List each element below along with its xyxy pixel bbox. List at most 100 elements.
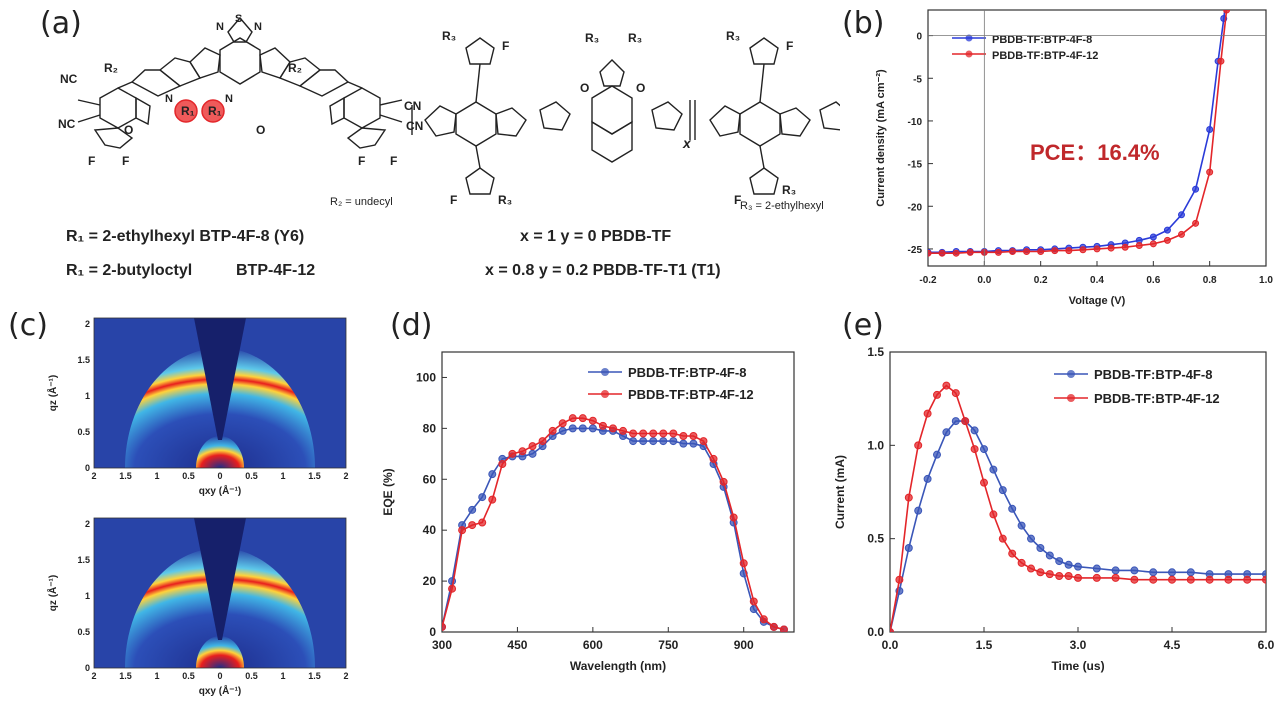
data-point <box>528 442 537 451</box>
x-tick-label: 1.5 <box>976 638 993 652</box>
data-point <box>1064 560 1073 569</box>
data-point <box>1163 226 1171 234</box>
y-axis-label: EQE (%) <box>381 468 395 515</box>
y-tick-label: -20 <box>908 202 923 213</box>
data-point <box>1149 568 1158 577</box>
y-tick-label: 1.5 <box>867 345 884 359</box>
data-point <box>518 447 527 456</box>
data-point <box>1051 247 1059 255</box>
data-point <box>639 437 648 446</box>
r3-atom-label: R₃ <box>782 183 796 197</box>
x-tick-label: 2 <box>343 471 348 481</box>
data-point <box>1111 566 1120 575</box>
data-point <box>904 544 913 552</box>
data-point <box>1149 575 1158 584</box>
data-point <box>1065 247 1073 255</box>
r3-atom-label: R₃ <box>628 31 642 45</box>
legend-marker <box>601 368 609 376</box>
x-axis-label: Voltage (V) <box>1069 295 1126 307</box>
pbdb-definition: x = 1 y = 0 PBDB-TF <box>520 228 672 245</box>
legend-marker <box>965 34 973 42</box>
x-axis-label: qxy (Å⁻¹) <box>199 684 242 697</box>
x-tick-label: 0 <box>217 671 222 681</box>
data-point <box>538 437 547 446</box>
legend-marker <box>1067 370 1075 378</box>
data-point <box>629 437 638 446</box>
x-tick-label: -0.2 <box>919 275 937 286</box>
data-point <box>548 426 557 435</box>
data-point <box>709 454 718 463</box>
y-tick-label: 1.5 <box>77 555 90 565</box>
data-point <box>923 474 932 483</box>
data-point <box>508 449 517 458</box>
x-tick-label: 0.2 <box>1034 275 1048 286</box>
x-tick-label: 600 <box>583 638 603 652</box>
data-point <box>1092 573 1101 582</box>
btp12-definition-right: BTP-4F-12 <box>236 262 316 279</box>
x-tick-label: 1.5 <box>119 671 132 681</box>
data-point <box>578 424 587 433</box>
data-point <box>1092 564 1101 573</box>
data-point <box>1074 562 1082 571</box>
data-point <box>629 429 638 438</box>
x-tick-label: 450 <box>507 638 527 652</box>
data-point <box>1027 534 1035 543</box>
r3-definition: R₃ = 2-ethylhexyl <box>740 200 824 212</box>
data-point <box>1017 521 1026 530</box>
x-tick-label: 0 <box>217 471 222 481</box>
x-tick-label: 1 <box>280 671 285 681</box>
missing-wedge <box>194 518 246 640</box>
fluorine-atom-label: F <box>122 154 129 168</box>
data-point <box>729 513 738 522</box>
r3-atom-label: R₃ <box>585 31 599 45</box>
data-point <box>980 478 988 487</box>
y-tick-label: 1.0 <box>867 438 884 452</box>
data-point <box>1023 247 1031 255</box>
data-point <box>689 439 698 448</box>
data-point <box>769 622 778 631</box>
data-point <box>1224 575 1233 584</box>
data-point <box>1074 573 1082 582</box>
transient-current-chart: 0.0 1.5 3.0 4.5 6.0 0.0 0.5 1.0 1.5 Time (us) Curr… <box>833 345 1275 673</box>
r3-atom-label: R₃ <box>442 29 456 43</box>
nitrogen-atom-label: N <box>216 21 224 33</box>
r3-atom-label: R₃ <box>726 29 740 43</box>
oxygen-atom-label: O <box>580 81 589 95</box>
nitrogen-atom-label: N <box>165 93 173 105</box>
y-tick-label: 0.5 <box>77 427 90 437</box>
data-point <box>1178 230 1185 238</box>
data-point <box>719 477 728 486</box>
r2-atom-label: R₂ <box>104 61 118 75</box>
data-point <box>961 417 970 426</box>
data-point <box>608 424 617 433</box>
data-point <box>1168 575 1176 584</box>
data-point <box>1093 245 1101 253</box>
data-point <box>989 510 998 519</box>
x-tick-label: 6.0 <box>1258 638 1275 652</box>
plot-frame <box>93 517 347 669</box>
data-point <box>1036 568 1045 577</box>
fluorine-atom-label: F <box>358 154 365 168</box>
data-point <box>1262 575 1266 584</box>
data-point <box>989 465 998 474</box>
data-point <box>980 445 988 454</box>
data-point <box>951 389 960 398</box>
y-axis-label: qz (Å⁻¹) <box>46 375 59 411</box>
y-tick-label: -10 <box>908 117 923 128</box>
data-point <box>649 437 658 446</box>
legend-label: PBDB-TF:BTP-4F-12 <box>992 50 1098 62</box>
y-tick-label: 1.5 <box>77 355 90 365</box>
r1-atom-label: R₁ <box>181 104 195 118</box>
low-q-lobe <box>196 436 244 468</box>
data-point <box>689 432 698 440</box>
data-point <box>1149 240 1157 248</box>
r2-definition: R₂ = undecyl <box>330 196 393 208</box>
y-tick-label: 0 <box>429 625 436 639</box>
fluorine-atom-label: F <box>786 39 793 53</box>
data-point <box>1186 575 1195 584</box>
x-tick-label: 0.6 <box>1146 275 1160 286</box>
sulfur-atom-label: S <box>235 13 242 25</box>
y-tick-label: 0 <box>85 463 90 473</box>
legend-label: PBDB-TF:BTP-4F-8 <box>1094 367 1212 382</box>
data-point <box>1079 246 1087 254</box>
